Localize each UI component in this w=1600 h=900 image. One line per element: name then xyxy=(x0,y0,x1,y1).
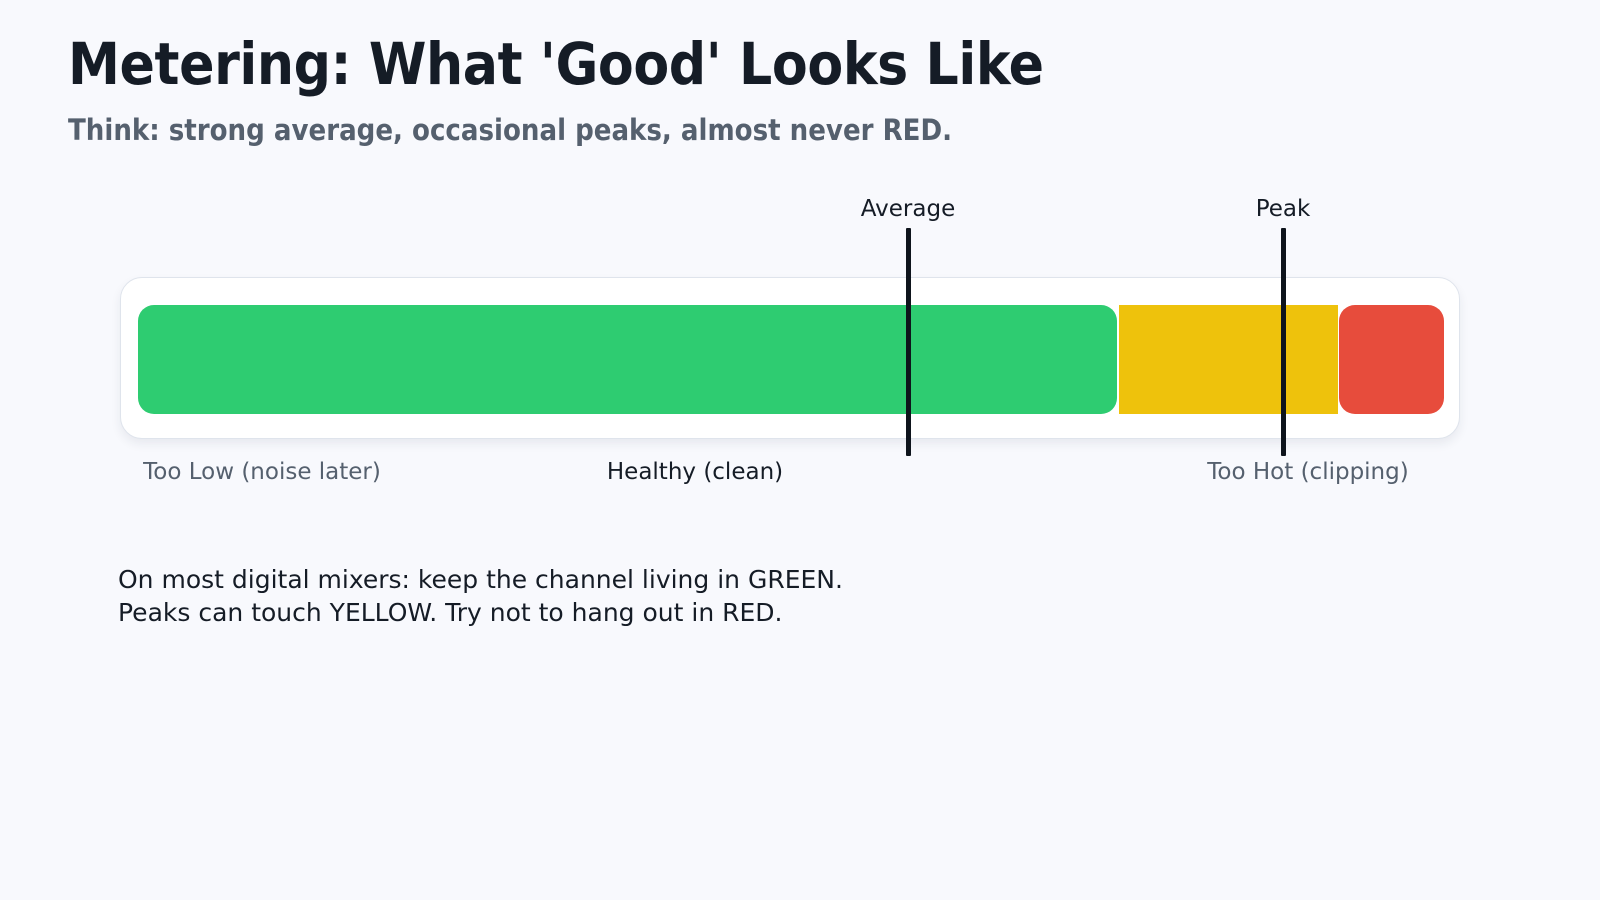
marker-average-label: Average xyxy=(860,196,956,222)
zone-label-healthy: Healthy (clean) xyxy=(606,459,784,485)
page-title: Metering: What 'Good' Looks Like xyxy=(68,30,1044,98)
meter-segment-green xyxy=(138,305,1117,414)
header: Metering: What 'Good' Looks Like Think: … xyxy=(68,34,1528,147)
marker-peak-label: Peak xyxy=(1255,196,1311,222)
meter-frame xyxy=(120,277,1460,439)
zone-label-too-hot: Too Hot (clipping) xyxy=(1207,459,1409,485)
footnote-line-1: On most digital mixers: keep the channel… xyxy=(118,565,843,594)
meter-segment-red xyxy=(1339,305,1444,414)
footnote: On most digital mixers: keep the channel… xyxy=(118,563,843,629)
meter-segment-yellow xyxy=(1119,305,1338,414)
page-subtitle: Think: strong average, occasional peaks,… xyxy=(68,112,953,147)
zone-label-too-low: Too Low (noise later) xyxy=(143,459,381,485)
meter-track xyxy=(138,305,1444,414)
footnote-line-2: Peaks can touch YELLOW. Try not to hang … xyxy=(118,598,783,627)
